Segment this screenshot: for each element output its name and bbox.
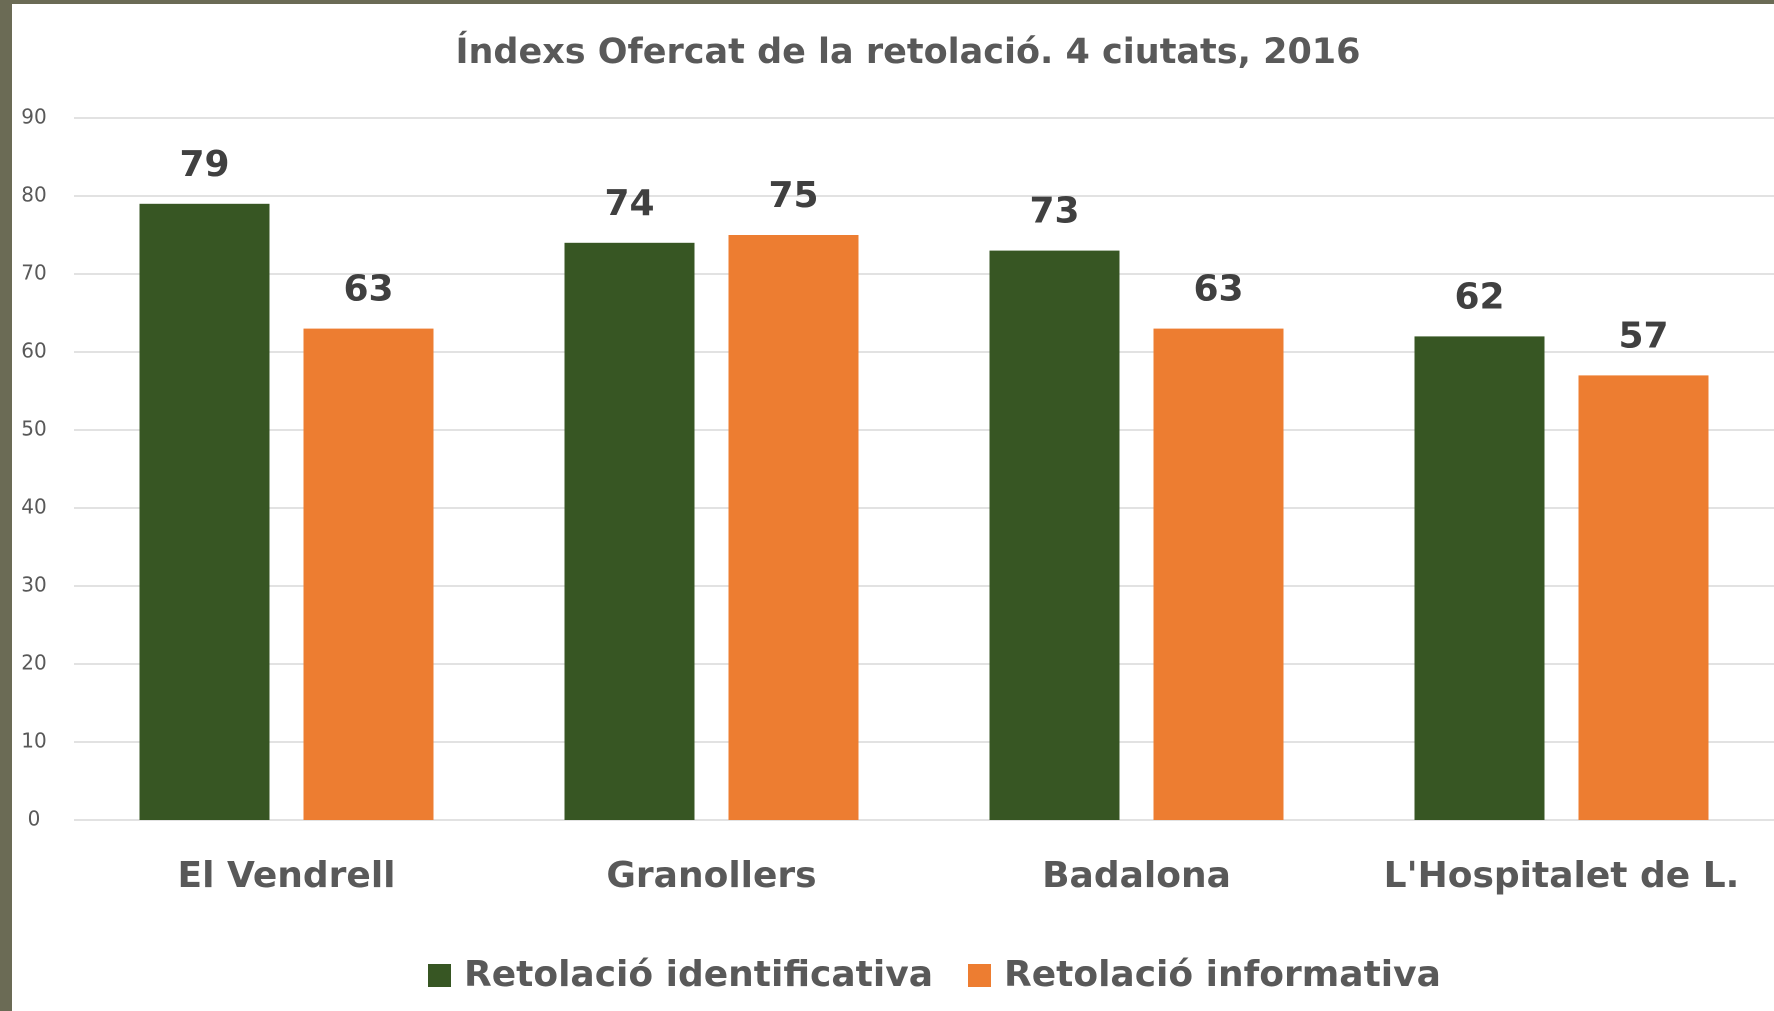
y-tick-label: 10	[21, 729, 46, 753]
x-tick-label: Granollers	[606, 855, 816, 896]
x-tick-label: L'Hospitalet de L.	[1384, 855, 1740, 896]
x-tick-label: El Vendrell	[177, 855, 395, 896]
legend-label: Retolació identificativa	[464, 954, 933, 995]
y-tick-label: 70	[21, 261, 46, 285]
data-label: 62	[1454, 276, 1504, 317]
data-label: 73	[1029, 191, 1079, 232]
background-strip	[0, 0, 12, 1011]
bar	[139, 203, 270, 821]
data-label: 79	[179, 144, 229, 185]
data-label: 63	[1193, 269, 1243, 310]
bar	[1414, 336, 1545, 820]
y-tick-label: 50	[21, 417, 46, 441]
bar	[564, 242, 695, 821]
x-tick-label: Badalona	[1042, 855, 1231, 896]
y-tick-label: 80	[21, 183, 46, 207]
y-tick-label: 0	[28, 807, 41, 831]
chart-title: Índexs Ofercat de la retolació. 4 ciutat…	[455, 30, 1360, 72]
legend-label: Retolació informativa	[1004, 954, 1441, 995]
data-label: 63	[343, 269, 393, 310]
background-strip	[0, 0, 1774, 4]
bar	[1153, 328, 1284, 820]
y-tick-label: 20	[21, 651, 46, 675]
y-tick-label: 60	[21, 339, 46, 363]
y-tick-label: 30	[21, 573, 46, 597]
legend-swatch	[428, 964, 451, 987]
data-label: 75	[768, 175, 818, 216]
data-label: 74	[604, 183, 654, 224]
data-label: 57	[1618, 315, 1668, 356]
y-tick-label: 40	[21, 495, 46, 519]
bar	[728, 235, 859, 820]
bar	[989, 250, 1120, 821]
legend-swatch	[968, 964, 991, 987]
y-tick-label: 90	[21, 105, 46, 129]
bar	[303, 328, 434, 820]
bar	[1578, 375, 1709, 820]
